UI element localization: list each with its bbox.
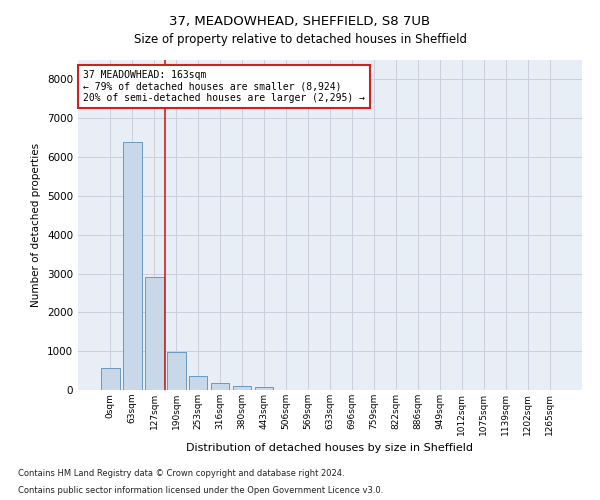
Bar [123, 142, 142, 390]
Bar [189, 376, 208, 390]
Text: Size of property relative to detached houses in Sheffield: Size of property relative to detached ho… [133, 32, 467, 46]
Bar [101, 368, 119, 390]
Bar [233, 386, 251, 390]
Y-axis label: Number of detached properties: Number of detached properties [31, 143, 41, 307]
Bar [211, 383, 229, 390]
Bar [145, 276, 164, 390]
Bar [167, 352, 185, 390]
X-axis label: Distribution of detached houses by size in Sheffield: Distribution of detached houses by size … [187, 443, 473, 453]
Text: 37, MEADOWHEAD, SHEFFIELD, S8 7UB: 37, MEADOWHEAD, SHEFFIELD, S8 7UB [169, 15, 431, 28]
Text: Contains public sector information licensed under the Open Government Licence v3: Contains public sector information licen… [18, 486, 383, 495]
Text: 37 MEADOWHEAD: 163sqm
← 79% of detached houses are smaller (8,924)
20% of semi-d: 37 MEADOWHEAD: 163sqm ← 79% of detached … [83, 70, 365, 103]
Bar [255, 386, 274, 390]
Text: Contains HM Land Registry data © Crown copyright and database right 2024.: Contains HM Land Registry data © Crown c… [18, 468, 344, 477]
